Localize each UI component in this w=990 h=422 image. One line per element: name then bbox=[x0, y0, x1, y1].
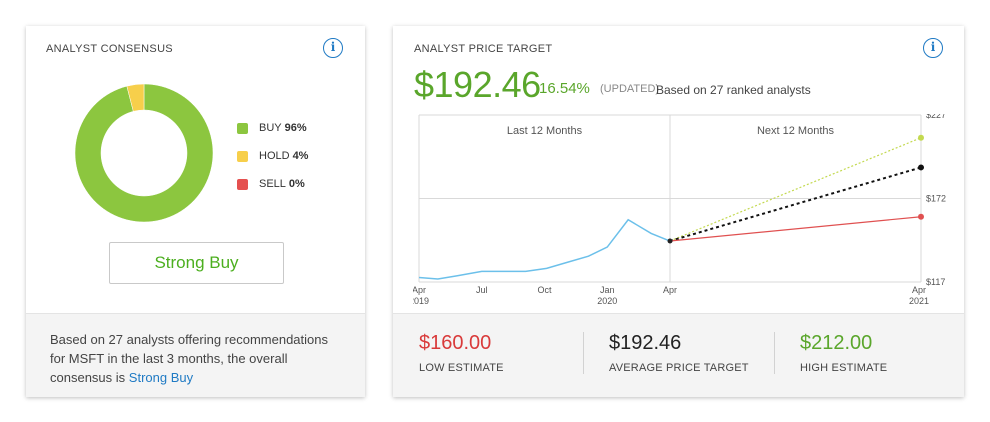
legend-pct: 0% bbox=[288, 178, 305, 190]
average-estimate-label: AVERAGE PRICE TARGET bbox=[609, 362, 749, 374]
legend-label: HOLD bbox=[259, 150, 290, 162]
x-tick-label: Jul bbox=[476, 285, 488, 295]
consensus-rating-link[interactable]: Strong Buy bbox=[128, 370, 194, 385]
series-endpoint-low[interactable] bbox=[918, 213, 924, 220]
consensus-donut-chart bbox=[74, 83, 214, 223]
consensus-rating-button[interactable]: Strong Buy bbox=[109, 242, 284, 284]
estimate-divider bbox=[774, 332, 775, 374]
series-line-low bbox=[669, 216, 922, 242]
legend-pct: 4% bbox=[292, 150, 309, 162]
info-icon[interactable]: i bbox=[923, 38, 943, 58]
price-target-chart: Last 12 Months Next 12 Months $227 $172 $117… bbox=[413, 114, 946, 306]
average-estimate-value: $192.46 bbox=[609, 332, 682, 354]
buy-swatch bbox=[237, 122, 248, 134]
y-tick-label: $172 bbox=[926, 194, 946, 204]
price-target-change: 16.54% bbox=[539, 80, 590, 97]
series-line-avg bbox=[669, 166, 922, 242]
estimates-footer bbox=[393, 313, 964, 397]
low-estimate: $160.00 LOW ESTIMATE bbox=[419, 332, 504, 374]
current-price-point[interactable] bbox=[667, 238, 673, 244]
low-estimate-label: LOW ESTIMATE bbox=[419, 362, 504, 374]
x-tick-label: Oct bbox=[537, 285, 552, 295]
legend-label: BUY bbox=[259, 122, 282, 134]
x-tick-label: Jan bbox=[600, 285, 615, 295]
price-target-title: ANALYST PRICE TARGET bbox=[414, 43, 553, 55]
info-icon[interactable]: i bbox=[323, 38, 343, 58]
x-tick-sublabel: 2019 bbox=[413, 296, 429, 306]
price-target-value: $192.46 bbox=[414, 64, 541, 105]
consensus-footer: Based on 27 analysts offering recommenda… bbox=[26, 313, 365, 397]
consensus-legend: BUY 96% HOLD 4% SELL 0% bbox=[237, 122, 308, 206]
analyst-consensus-card: ANALYST CONSENSUS i BUY 96% HOLD 4% SELL… bbox=[26, 26, 365, 397]
average-estimate: $192.46 AVERAGE PRICE TARGET bbox=[609, 332, 749, 374]
x-tick-sublabel: 2020 bbox=[597, 296, 617, 306]
high-estimate-value: $212.00 bbox=[800, 332, 873, 354]
donut-slice-buy bbox=[74, 83, 214, 223]
hold-swatch bbox=[237, 150, 248, 162]
y-tick-label: $227 bbox=[926, 114, 946, 120]
analyst-price-target-card: ANALYST PRICE TARGET i $192.46 16.54% (U… bbox=[393, 26, 964, 397]
y-tick-label: $117 bbox=[926, 277, 945, 287]
estimate-divider bbox=[583, 332, 584, 374]
legend-item-hold: HOLD 4% bbox=[237, 150, 308, 162]
section-label: Last 12 Months bbox=[507, 125, 583, 137]
x-tick-label: Apr bbox=[663, 285, 677, 295]
legend-label: SELL bbox=[259, 178, 286, 190]
x-tick-sublabel: 2021 bbox=[909, 296, 929, 306]
analyst-basis-text: Based on 27 ranked analysts bbox=[656, 83, 811, 97]
series-line-high bbox=[669, 137, 922, 242]
updated-tag: (UPDATED) bbox=[600, 83, 660, 95]
consensus-title: ANALYST CONSENSUS bbox=[46, 43, 173, 55]
high-estimate: $212.00 HIGH ESTIMATE bbox=[800, 332, 887, 374]
low-estimate-value: $160.00 bbox=[419, 332, 492, 354]
chart-grid bbox=[418, 114, 922, 283]
section-label: Next 12 Months bbox=[757, 125, 835, 137]
sell-swatch bbox=[237, 178, 248, 190]
legend-pct: 96% bbox=[284, 122, 307, 134]
x-tick-label: Apr bbox=[912, 285, 926, 295]
donut-slice-hold bbox=[126, 83, 145, 112]
series-endpoint-high[interactable] bbox=[918, 134, 924, 141]
consensus-summary-text: Based on 27 analysts offering recommenda… bbox=[50, 332, 328, 385]
high-estimate-label: HIGH ESTIMATE bbox=[800, 362, 888, 374]
legend-item-buy: BUY 96% bbox=[237, 122, 308, 134]
legend-item-sell: SELL 0% bbox=[237, 178, 308, 190]
series-endpoint-avg[interactable] bbox=[918, 164, 924, 171]
series-line-history bbox=[418, 218, 671, 280]
x-tick-label: Apr bbox=[413, 285, 426, 295]
